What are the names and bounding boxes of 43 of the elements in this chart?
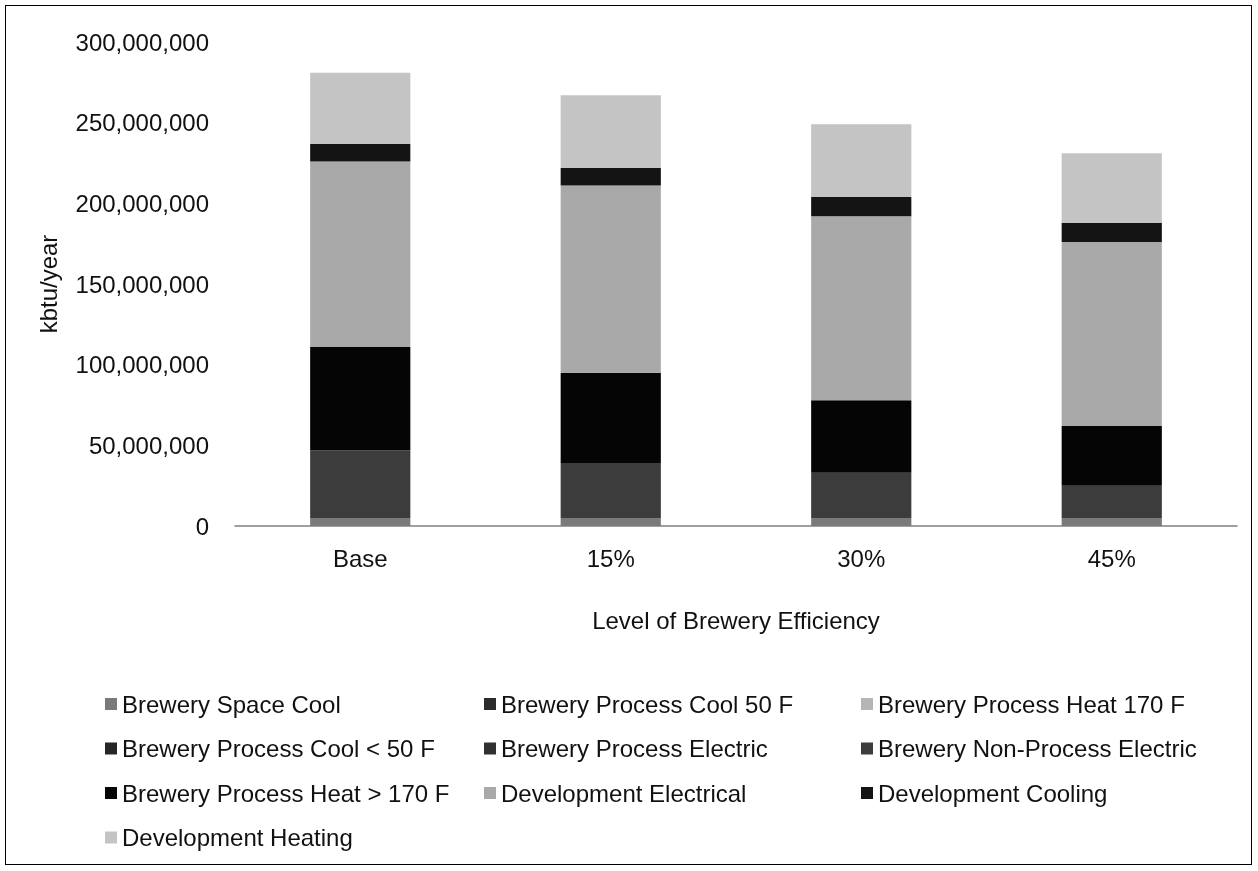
legend-label: Development Cooling — [878, 779, 1108, 807]
bar — [310, 72, 411, 144]
bar — [1061, 153, 1162, 223]
y-tick-label: 250,000,000 — [75, 109, 209, 137]
legend-label: Development Electrical — [501, 779, 747, 807]
x-tick-label: 30% — [837, 544, 886, 572]
y-tick-label: 0 — [195, 512, 209, 540]
bar — [310, 143, 411, 162]
x-tick-label: 15% — [586, 544, 635, 572]
bar — [560, 372, 661, 464]
bar — [811, 196, 912, 217]
bar — [811, 400, 912, 473]
legend-label: Development Heating — [122, 824, 353, 851]
bar — [560, 463, 661, 518]
bar — [811, 124, 912, 197]
legend-label: Brewery Non-Process Electric — [878, 735, 1197, 762]
x-axis-title: Level of Brewery Efficiency — [592, 606, 880, 634]
bar — [1061, 222, 1162, 243]
legend-label: Brewery Space Cool — [122, 690, 341, 718]
bar — [310, 346, 411, 451]
legend-label: Brewery Process Heat 170 F — [878, 690, 1185, 718]
y-tick-label: 150,000,000 — [75, 270, 209, 298]
y-tick-label: 300,000,000 — [75, 28, 209, 56]
bar — [1061, 242, 1162, 426]
x-tick-label: 45% — [1087, 544, 1136, 572]
y-tick-label: 100,000,000 — [75, 351, 209, 379]
bar — [310, 450, 411, 518]
bar — [560, 167, 661, 186]
legend-label: Brewery Process Cool < 50 F — [122, 735, 435, 762]
legend-label: Brewery Process Electric — [501, 735, 768, 762]
y-tick-label: 200,000,000 — [75, 189, 209, 217]
legend-label: Brewery Process Heat > 170 F — [122, 779, 450, 807]
bar — [310, 161, 411, 347]
x-tick-label: Base — [332, 544, 388, 572]
legend-label: Brewery Process Cool 50 F — [501, 690, 794, 718]
bar — [1061, 425, 1162, 486]
bar — [811, 472, 912, 518]
y-tick-label: 50,000,000 — [88, 431, 209, 459]
y-axis-title: kbtu/year — [34, 234, 62, 334]
bar — [560, 95, 661, 168]
bar — [560, 185, 661, 373]
bar — [811, 216, 912, 401]
bar — [1061, 485, 1162, 518]
